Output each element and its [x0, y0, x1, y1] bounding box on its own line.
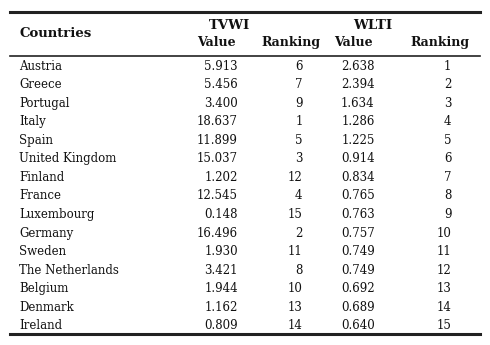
- Text: 2.638: 2.638: [341, 60, 375, 72]
- Text: Finland: Finland: [19, 171, 65, 184]
- Text: TVWI: TVWI: [209, 19, 250, 32]
- Text: 15.037: 15.037: [196, 152, 238, 165]
- Text: 1: 1: [444, 60, 451, 72]
- Text: 13: 13: [288, 301, 303, 314]
- Text: Countries: Countries: [19, 27, 92, 40]
- Text: 10: 10: [437, 227, 451, 239]
- Text: United Kingdom: United Kingdom: [19, 152, 117, 165]
- Text: Belgium: Belgium: [19, 282, 69, 295]
- Text: Luxembourg: Luxembourg: [19, 208, 95, 221]
- Text: 11: 11: [288, 245, 303, 258]
- Text: 6: 6: [295, 60, 303, 72]
- Text: 2: 2: [295, 227, 303, 239]
- Text: 4: 4: [295, 189, 303, 203]
- Text: 1.944: 1.944: [204, 282, 238, 295]
- Text: Value: Value: [197, 36, 236, 49]
- Text: 0.640: 0.640: [341, 319, 375, 332]
- Text: 12.545: 12.545: [197, 189, 238, 203]
- Text: 12: 12: [288, 171, 303, 184]
- Text: 7: 7: [444, 171, 451, 184]
- Text: 10: 10: [288, 282, 303, 295]
- Text: 0.765: 0.765: [341, 189, 375, 203]
- Text: 3.400: 3.400: [204, 97, 238, 110]
- Text: 15: 15: [288, 208, 303, 221]
- Text: 0.749: 0.749: [341, 245, 375, 258]
- Text: Ranking: Ranking: [262, 36, 321, 49]
- Text: 3: 3: [295, 152, 303, 165]
- Text: 0.689: 0.689: [341, 301, 375, 314]
- Text: 0.148: 0.148: [204, 208, 238, 221]
- Text: 9: 9: [295, 97, 303, 110]
- Text: 0.763: 0.763: [341, 208, 375, 221]
- Text: 1: 1: [295, 115, 303, 128]
- Text: 0.749: 0.749: [341, 264, 375, 277]
- Text: Italy: Italy: [19, 115, 46, 128]
- Text: 0.834: 0.834: [341, 171, 375, 184]
- Text: 16.496: 16.496: [196, 227, 238, 239]
- Text: 1.930: 1.930: [204, 245, 238, 258]
- Text: 13: 13: [437, 282, 451, 295]
- Text: 18.637: 18.637: [197, 115, 238, 128]
- Text: Spain: Spain: [19, 134, 53, 147]
- Text: 1.634: 1.634: [341, 97, 375, 110]
- Text: 3: 3: [444, 97, 451, 110]
- Text: 0.757: 0.757: [341, 227, 375, 239]
- Text: 6: 6: [444, 152, 451, 165]
- Text: Sweden: Sweden: [19, 245, 67, 258]
- Text: 11.899: 11.899: [197, 134, 238, 147]
- Text: 0.809: 0.809: [204, 319, 238, 332]
- Text: 5.913: 5.913: [204, 60, 238, 72]
- Text: 1.286: 1.286: [341, 115, 375, 128]
- Text: 8: 8: [444, 189, 451, 203]
- Text: 14: 14: [288, 319, 303, 332]
- Text: Austria: Austria: [19, 60, 62, 72]
- Text: 14: 14: [437, 301, 451, 314]
- Text: 11: 11: [437, 245, 451, 258]
- Text: 5.456: 5.456: [204, 78, 238, 91]
- Text: WLTI: WLTI: [353, 19, 392, 32]
- Text: Germany: Germany: [19, 227, 74, 239]
- Text: 15: 15: [437, 319, 451, 332]
- Text: Greece: Greece: [19, 78, 62, 91]
- Text: 8: 8: [295, 264, 303, 277]
- Text: The Netherlands: The Netherlands: [19, 264, 119, 277]
- Text: 3.421: 3.421: [204, 264, 238, 277]
- Text: 1.202: 1.202: [204, 171, 238, 184]
- Text: 2: 2: [444, 78, 451, 91]
- Text: 2.394: 2.394: [341, 78, 375, 91]
- Text: Ranking: Ranking: [411, 36, 470, 49]
- Text: 1.162: 1.162: [204, 301, 238, 314]
- Text: 5: 5: [444, 134, 451, 147]
- Text: 5: 5: [295, 134, 303, 147]
- Text: Denmark: Denmark: [19, 301, 74, 314]
- Text: Portugal: Portugal: [19, 97, 70, 110]
- Text: 4: 4: [444, 115, 451, 128]
- Text: 0.692: 0.692: [341, 282, 375, 295]
- Text: Ireland: Ireland: [19, 319, 62, 332]
- Text: 7: 7: [295, 78, 303, 91]
- Text: Value: Value: [334, 36, 372, 49]
- Text: 1.225: 1.225: [341, 134, 375, 147]
- Text: 9: 9: [444, 208, 451, 221]
- Text: France: France: [19, 189, 61, 203]
- Text: 12: 12: [437, 264, 451, 277]
- Text: 0.914: 0.914: [341, 152, 375, 165]
